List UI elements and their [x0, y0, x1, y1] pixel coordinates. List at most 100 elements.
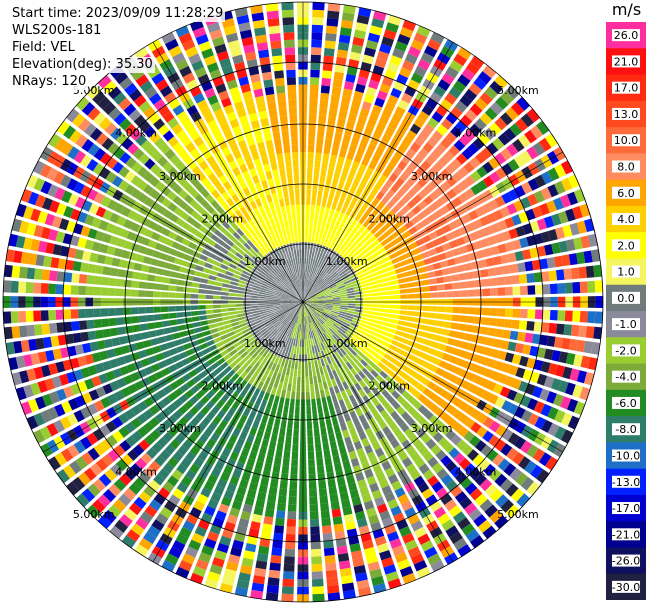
radar-gate: [374, 413, 383, 423]
radar-gate: [530, 125, 543, 140]
radar-gate: [226, 216, 235, 226]
radar-gate: [312, 227, 317, 236]
radar-gate: [292, 152, 299, 160]
radar-gate: [189, 507, 202, 518]
radar-gate: [568, 338, 578, 351]
radar-gate: [143, 184, 154, 195]
radar-gate: [446, 404, 457, 416]
radar-gate: [278, 283, 286, 290]
radar-gate: [253, 88, 264, 98]
radar-gate: [312, 368, 317, 377]
radar-gate: [289, 398, 295, 407]
radar-gate: [238, 359, 246, 367]
radar-gate: [258, 390, 266, 399]
radar-gate: [273, 277, 281, 284]
radar-gate: [430, 341, 440, 349]
radar-gate: [318, 343, 323, 352]
radar-gate: [417, 189, 428, 199]
radar-gate: [303, 296, 309, 302]
radar-gate: [287, 312, 294, 319]
radar-gate: [292, 242, 296, 251]
radar-gate: [243, 306, 251, 310]
radar-gate: [272, 268, 279, 275]
radar-gate: [305, 204, 311, 213]
radar-gate: [363, 240, 372, 248]
radar-gate: [160, 291, 169, 298]
radar-gate: [201, 545, 214, 556]
radar-gate: [194, 365, 204, 374]
radar-gate: [318, 252, 323, 261]
radar-gate: [305, 308, 310, 316]
radar-gate: [347, 292, 355, 296]
radar-gate: [450, 322, 459, 330]
radar-gate: [133, 496, 147, 510]
radar-gate: [396, 385, 406, 395]
radar-gate: [349, 410, 358, 420]
radar-gate: [131, 161, 143, 174]
radar-gate: [234, 240, 243, 248]
radar-gate: [311, 314, 317, 321]
radar-gate: [135, 457, 148, 470]
radar-gate: [317, 130, 325, 139]
radar-gate: [63, 309, 72, 320]
radar-gate: [311, 274, 316, 282]
radar-gate: [193, 327, 203, 334]
radar-gate: [322, 323, 329, 331]
radar-gate: [288, 299, 296, 301]
radar-gate: [277, 263, 284, 271]
radar-gate: [186, 433, 198, 445]
radar-gate: [474, 279, 483, 288]
radar-gate: [342, 277, 351, 283]
radar-gate: [231, 500, 243, 511]
radar-gate: [135, 134, 148, 147]
radar-gate: [144, 228, 154, 238]
radar-gate: [154, 275, 163, 283]
radar-gate: [332, 323, 340, 330]
radar-gate: [80, 185, 92, 198]
radar-gate: [200, 406, 210, 416]
radar-gate: [59, 347, 70, 359]
radar-gate: [338, 357, 346, 366]
radar-gate: [297, 219, 301, 228]
radar-gate: [570, 324, 580, 337]
radar-gate: [509, 263, 519, 274]
radar-gate: [283, 289, 291, 295]
radar-gate: [243, 550, 255, 560]
radar-gate: [205, 390, 215, 400]
radar-gate: [389, 55, 402, 66]
radar-gate: [87, 403, 98, 416]
radar-gate: [438, 437, 449, 448]
radar-gate: [188, 241, 198, 250]
radar-gate: [526, 321, 535, 331]
radar-gate: [334, 351, 341, 360]
radar-gate: [320, 85, 331, 94]
radar-gate: [291, 292, 298, 298]
radar-gate: [287, 329, 292, 337]
radar-gate: [204, 335, 213, 342]
colorbar: 26.021.017.013.010.08.06.04.02.01.00.0-1…: [606, 22, 646, 600]
radar-gate: [371, 153, 381, 164]
radar-gate: [143, 531, 157, 545]
radar-gate: [351, 434, 360, 444]
radar-gate: [121, 345, 131, 355]
radar-gate: [27, 191, 39, 206]
radar-gate: [338, 327, 347, 334]
radar-gate: [489, 277, 498, 287]
radar-gate: [358, 431, 367, 441]
radar-gate: [307, 307, 314, 314]
radar-gate: [452, 228, 462, 238]
radar-gate: [526, 146, 539, 160]
radar-gate: [228, 334, 237, 341]
radar-gate: [40, 180, 52, 195]
radar-gate: [196, 99, 209, 111]
radar-gate: [553, 197, 564, 211]
radar-gate: [294, 315, 298, 324]
radar-gate: [372, 65, 385, 76]
radar-gate: [138, 439, 150, 451]
radar-gate: [547, 167, 560, 181]
radar-gate: [280, 245, 286, 254]
radar-gate: [238, 572, 251, 582]
radar-gate: [8, 357, 19, 371]
radar-gate: [232, 125, 242, 136]
